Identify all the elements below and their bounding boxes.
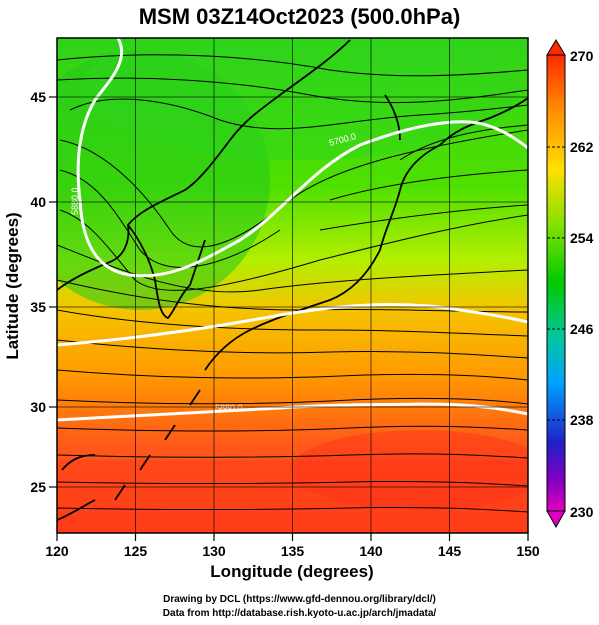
colorbar-top-arrow [546,39,566,56]
coastlines [57,39,528,521]
colorbar-bottom-arrow [546,510,566,529]
colorbar-tick-labels: 270 262 254 246 238 230 [570,48,594,520]
contour-label: 5880.0 [70,187,80,215]
y-tick-label: 25 [30,479,46,495]
x-tick-labels: 120 125 130 135 140 145 150 [45,543,540,559]
credits-drawing: Drawing by DCL (https://www.gfd-dennou.o… [163,594,436,605]
chart-title: MSM 03Z14Oct2023 (500.0hPa) [138,4,461,29]
grid-lines [57,38,528,533]
x-tick-label: 140 [359,543,383,559]
contour-label: 5880.0 [215,403,243,413]
y-axis-label: Latitude (degrees) [3,212,22,359]
x-axis-label: Longitude (degrees) [210,562,373,581]
y-tick-label: 40 [30,194,46,210]
colorbar-tick-label: 254 [570,230,594,246]
y-tick-label: 35 [30,299,46,315]
x-tick-label: 120 [45,543,69,559]
colorbar-tick-label: 246 [570,321,594,337]
x-tick-label: 135 [281,543,305,559]
y-tick-labels: 25 30 35 40 45 [30,89,46,495]
x-tick-label: 150 [516,543,540,559]
colorbar-tick-label: 238 [570,412,594,428]
contour-mid [57,303,528,347]
contour-south [57,402,528,422]
colorbar-tick-label: 262 [570,139,594,155]
contour-lines [57,38,528,422]
colorbar-body [546,54,566,512]
contour-north [76,38,528,278]
y-tick-label: 30 [30,399,46,415]
y-tick-label: 45 [30,89,46,105]
colorbar-tick-label: 230 [570,504,594,520]
colorbar-tick-label: 270 [570,48,594,64]
x-tick-label: 125 [124,543,148,559]
x-tick-label: 130 [202,543,226,559]
x-tick-label: 145 [438,543,462,559]
credits-data: Data from http://database.rish.kyoto-u.a… [162,608,437,619]
colorbar [546,39,566,529]
axis-tick-marks [49,96,529,541]
